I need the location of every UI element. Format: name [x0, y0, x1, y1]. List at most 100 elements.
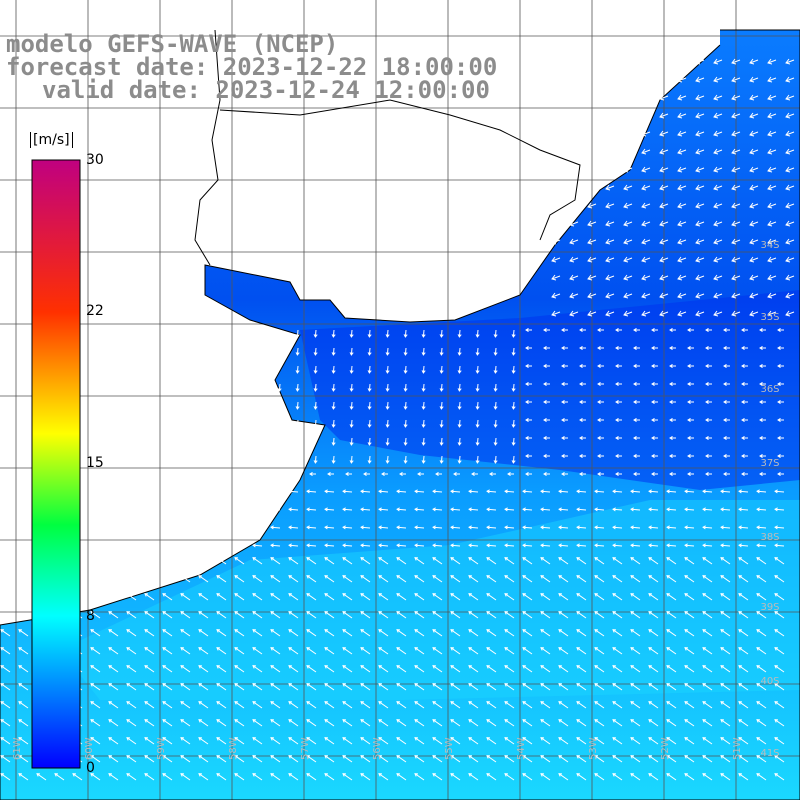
wind-arrow [630, 611, 641, 619]
wind-arrow [378, 611, 389, 619]
latitude-labels: 34S 35S 36S 37S 38S 39S 40S 41S [760, 240, 779, 759]
wind-arrow [684, 629, 695, 637]
wind-arrow [569, 220, 579, 227]
wind-arrow [403, 437, 408, 446]
wind-arrow [723, 417, 730, 423]
wind-arrow [641, 184, 651, 191]
wind-arrow [486, 489, 497, 494]
wind-arrow [702, 543, 713, 548]
wind-arrow [295, 329, 300, 338]
wind-arrow [439, 329, 444, 338]
wind-arrow [684, 755, 695, 763]
wind-arrow [623, 220, 633, 227]
wind-arrow [615, 363, 622, 369]
wind-arrow [414, 611, 425, 619]
wind-arrow [705, 453, 712, 459]
wind-arrow [414, 629, 425, 637]
wind-arrow [561, 363, 568, 369]
wind-arrow [360, 507, 371, 512]
wind-arrow [126, 701, 137, 709]
wind-arrow [720, 629, 731, 637]
wind-arrow [759, 435, 766, 441]
wind-arrow [558, 755, 569, 763]
wind-arrow [615, 399, 622, 405]
wind-arrow [522, 773, 533, 781]
wind-arrow [180, 773, 191, 781]
wind-arrow [558, 593, 569, 601]
wind-arrow [731, 58, 741, 65]
wind-arrow [493, 419, 498, 428]
wind-arrow [630, 507, 641, 512]
wind-arrow [666, 647, 677, 655]
wind-arrow [367, 437, 372, 446]
title-line-3: valid date: 2023-12-24 12:00:00 [42, 76, 490, 104]
wind-arrow [450, 773, 461, 781]
wind-arrow [767, 256, 777, 263]
wind-arrow [749, 94, 759, 101]
wind-arrow [525, 327, 532, 333]
wind-arrow [687, 453, 694, 459]
wind-arrow [666, 737, 677, 745]
wind-arrow [723, 345, 730, 351]
wind-arrow [342, 647, 353, 655]
wind-arrow [633, 345, 640, 351]
wind-arrow [144, 611, 155, 619]
wind-arrow [594, 737, 605, 745]
wind-arrow [540, 507, 551, 512]
wind-arrow [457, 365, 462, 374]
wind-arrow [687, 363, 694, 369]
wind-arrow [450, 665, 461, 673]
wind-arrow [594, 543, 605, 548]
wind-arrow [367, 401, 372, 410]
wind-arrow [367, 455, 372, 464]
wind-arrow [785, 58, 795, 65]
wind-arrow [612, 665, 623, 673]
wind-arrow [720, 665, 731, 673]
colorbar-tick: 15 [86, 455, 104, 471]
wind-arrow [396, 525, 407, 530]
wind-arrow [522, 665, 533, 673]
wind-arrow [561, 399, 568, 405]
wind-arrow [677, 130, 687, 137]
wind-arrow [684, 575, 695, 583]
wind-arrow [648, 737, 659, 745]
wind-arrow [749, 58, 759, 65]
lon-label: 55W [444, 737, 455, 760]
wind-arrow [713, 310, 723, 317]
wind-arrow [648, 683, 659, 691]
wind-arrow [749, 148, 759, 155]
wind-arrow [126, 773, 137, 781]
wind-arrow [558, 647, 569, 655]
wind-arrow [270, 525, 281, 530]
wind-arrow [695, 238, 705, 245]
wind-arrow [741, 381, 748, 387]
wind-arrow [72, 773, 83, 781]
wind-arrow [731, 76, 741, 83]
wind-arrow [234, 593, 245, 601]
wind-arrow [705, 345, 712, 351]
wind-arrow [612, 719, 623, 727]
wind-arrow [648, 719, 659, 727]
wind-arrow [234, 629, 245, 637]
wind-arrow [162, 701, 173, 709]
wind-arrow [360, 629, 371, 637]
wind-arrow [198, 665, 209, 673]
wind-arrow [522, 647, 533, 655]
wind-arrow [414, 507, 425, 512]
wind-arrow [749, 256, 759, 263]
wind-arrow [522, 507, 533, 512]
wind-arrow [561, 417, 568, 423]
wind-arrow [18, 665, 29, 673]
wind-arrow [648, 489, 659, 494]
wind-arrow [486, 737, 497, 745]
colorbar-tick: 0 [86, 760, 95, 776]
wind-arrow [504, 489, 515, 494]
wind-arrow [759, 345, 766, 351]
wind-arrow [90, 629, 101, 637]
wind-arrow [576, 683, 587, 691]
wind-arrow [126, 647, 137, 655]
wind-arrow [605, 238, 615, 245]
wind-arrow [457, 329, 462, 338]
wind-arrow [486, 665, 497, 673]
wind-arrow [108, 683, 119, 691]
